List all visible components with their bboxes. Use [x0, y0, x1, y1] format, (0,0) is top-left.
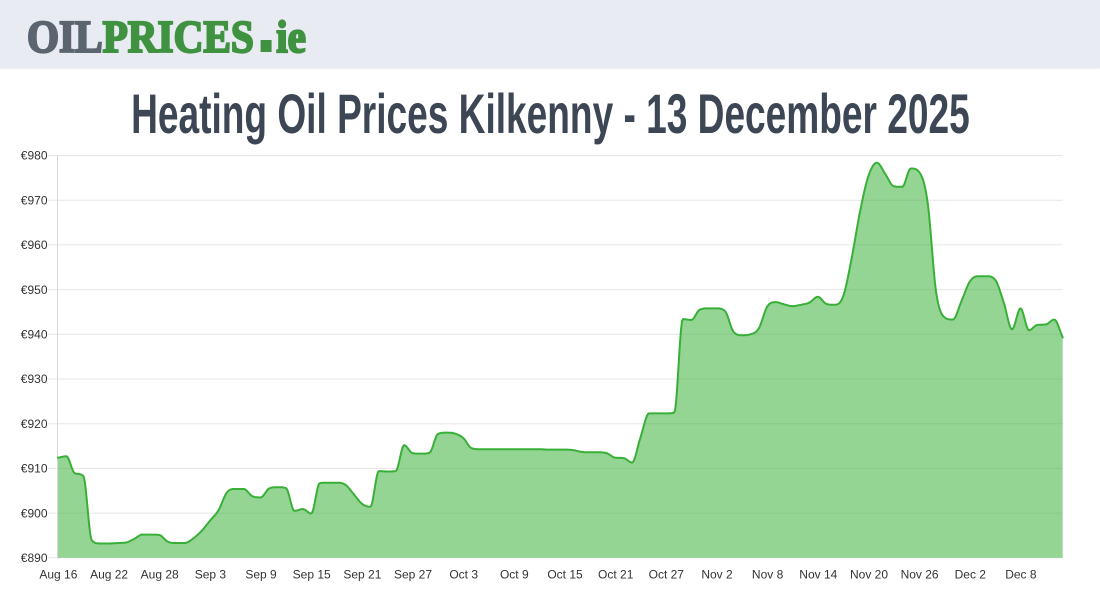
svg-text:Nov 26: Nov 26 [901, 568, 939, 582]
svg-text:€920: €920 [21, 417, 48, 431]
svg-text:€900: €900 [21, 506, 48, 520]
svg-text:Oct 3: Oct 3 [449, 568, 478, 582]
svg-text:Sep 27: Sep 27 [394, 568, 432, 582]
svg-text:Aug 22: Aug 22 [90, 568, 128, 582]
svg-text:Nov 14: Nov 14 [799, 568, 837, 582]
svg-text:€910: €910 [21, 462, 48, 476]
svg-text:Oct 15: Oct 15 [547, 568, 583, 582]
svg-text:Aug 16: Aug 16 [39, 568, 77, 582]
svg-text:Nov 2: Nov 2 [701, 568, 733, 582]
svg-text:€960: €960 [21, 238, 48, 252]
svg-text:Aug 28: Aug 28 [141, 568, 179, 582]
svg-text:Dec 2: Dec 2 [955, 568, 987, 582]
svg-text:€930: €930 [21, 372, 48, 386]
svg-text:Sep 15: Sep 15 [293, 568, 331, 582]
svg-text:€950: €950 [21, 283, 48, 297]
svg-text:Sep 3: Sep 3 [195, 568, 227, 582]
svg-text:Oct 21: Oct 21 [598, 568, 634, 582]
svg-text:Sep 9: Sep 9 [245, 568, 277, 582]
svg-text:Nov 20: Nov 20 [850, 568, 888, 582]
svg-text:€890: €890 [21, 551, 48, 565]
svg-text:Nov 8: Nov 8 [752, 568, 784, 582]
svg-text:€940: €940 [21, 328, 48, 342]
svg-text:€970: €970 [21, 193, 48, 207]
svg-text:€980: €980 [21, 149, 48, 163]
svg-text:Sep 21: Sep 21 [343, 568, 381, 582]
svg-text:Dec 8: Dec 8 [1005, 568, 1037, 582]
svg-text:Oct 9: Oct 9 [500, 568, 529, 582]
svg-text:Oct 27: Oct 27 [649, 568, 685, 582]
